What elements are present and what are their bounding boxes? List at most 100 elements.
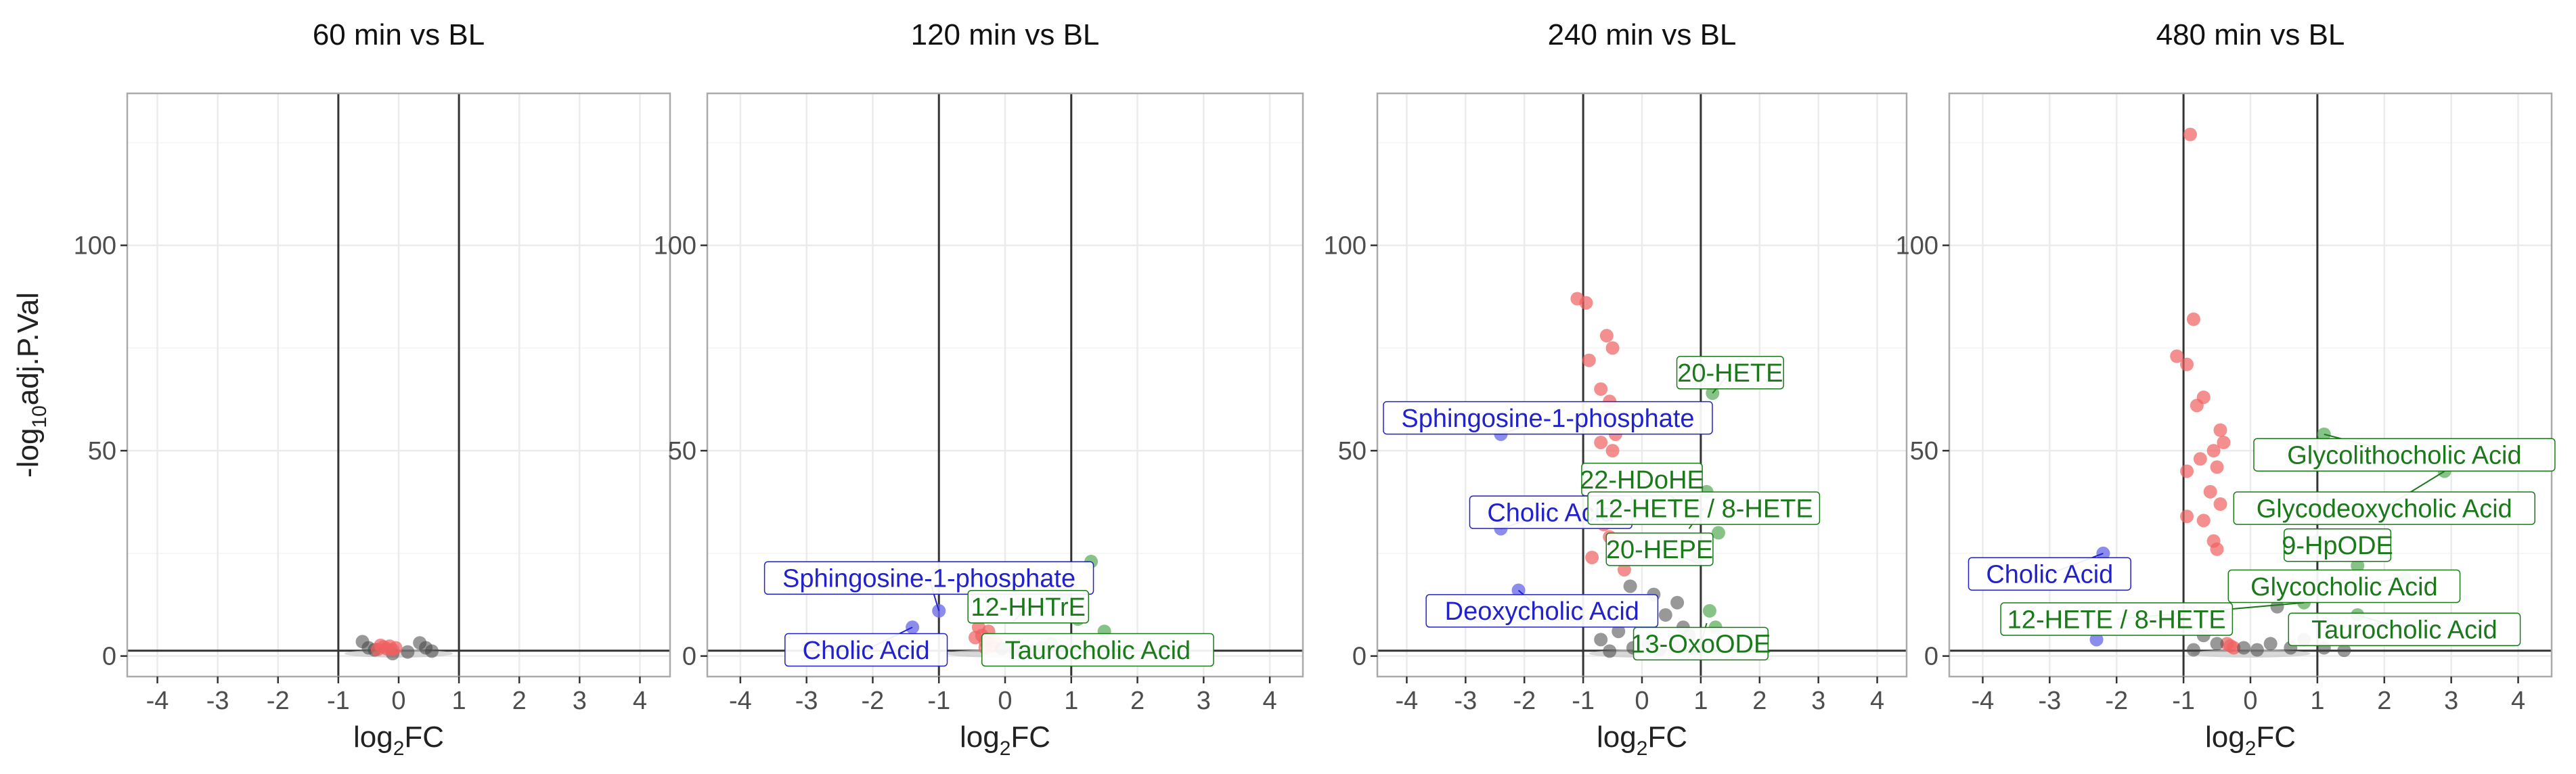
- metabolite-label: 9-HpODE: [2282, 532, 2393, 560]
- data-point: [1579, 296, 1593, 310]
- x-axis-title: log2FC: [2205, 721, 2296, 760]
- metabolite-label: 12-HETE / 8-HETE: [1595, 495, 1813, 523]
- label-box: [1633, 627, 1769, 661]
- y-tick-label: 50: [668, 437, 696, 465]
- x-tick-label: 3: [2444, 687, 2458, 715]
- data-point: [2351, 559, 2365, 573]
- label-box: [981, 633, 1214, 667]
- x-tick-label: 1: [1693, 687, 1708, 715]
- metabolite-label: Cholic Acid: [803, 637, 930, 665]
- x-tick-label: -3: [1454, 687, 1477, 715]
- x-tick-label: -2: [1513, 687, 1536, 715]
- x-tick-label: -3: [2038, 687, 2061, 715]
- panel-title: 240 min vs BL: [1548, 18, 1737, 51]
- data-point: [1594, 382, 1608, 396]
- y-tick-label: 100: [74, 232, 116, 260]
- data-point: [1603, 644, 1617, 658]
- x-tick-label: 4: [1870, 687, 1884, 715]
- x-tick-label: -1: [927, 687, 950, 715]
- data-point: [2180, 509, 2194, 524]
- metabolite-label: 12-HHTrE: [971, 593, 1086, 622]
- data-point: [1658, 608, 1672, 622]
- metabolite-label: Deoxycholic Acid: [1445, 597, 1639, 626]
- label-box: [1587, 491, 1821, 525]
- metabolite-label: Cholic Acid: [1986, 561, 2113, 589]
- x-tick-label: -3: [206, 687, 229, 715]
- x-tick-label: -4: [1396, 687, 1419, 715]
- metabolite-label: 20-HEPE: [1606, 536, 1713, 564]
- y-tick-label: 100: [1896, 232, 1938, 260]
- x-tick-label: -4: [729, 687, 752, 715]
- x-axis-title: log2FC: [960, 721, 1050, 760]
- x-tick-label: -4: [1972, 687, 1995, 715]
- x-tick-label: 0: [391, 687, 405, 715]
- y-tick-label: 50: [88, 437, 116, 465]
- x-tick-label: 0: [2243, 687, 2257, 715]
- x-tick-label: 2: [1130, 687, 1145, 715]
- label-box: [2288, 612, 2521, 646]
- panel-title: 120 min vs BL: [911, 18, 1100, 51]
- data-point: [969, 631, 982, 645]
- data-point: [2186, 312, 2200, 326]
- data-point: [2217, 435, 2231, 449]
- data-point: [1605, 341, 1620, 355]
- x-tick-label: 1: [2310, 687, 2324, 715]
- label-box: [2000, 602, 2234, 636]
- data-point: [2196, 514, 2211, 528]
- metabolite-label: Glycocholic Acid: [2250, 573, 2438, 601]
- x-tick-label: -2: [2105, 687, 2128, 715]
- data-point: [2270, 599, 2284, 614]
- x-axis-title: log2FC: [353, 721, 444, 760]
- y-tick-label: 100: [1324, 232, 1367, 260]
- metabolite-label: 12-HETE / 8-HETE: [2007, 606, 2226, 634]
- label-box: [2253, 438, 2556, 472]
- x-tick-label: 2: [2377, 687, 2391, 715]
- x-tick-label: 4: [1263, 687, 1277, 715]
- metabolite-label: Sphingosine-1-phosphate: [782, 565, 1075, 593]
- x-tick-label: 1: [1064, 687, 1078, 715]
- data-point: [1702, 604, 1716, 618]
- data-point: [2237, 641, 2251, 655]
- metabolite-label: 13-OxoODE: [1630, 631, 1771, 659]
- data-point: [401, 645, 415, 659]
- label-box: [1676, 356, 1784, 390]
- data-point: [2183, 127, 2197, 141]
- label-box: [1425, 594, 1659, 628]
- x-tick-label: 0: [998, 687, 1012, 715]
- label-box: [1383, 401, 1713, 435]
- x-tick-label: 1: [452, 687, 466, 715]
- data-point: [2210, 637, 2224, 651]
- y-tick-label: 0: [102, 643, 116, 671]
- x-tick-label: 2: [1752, 687, 1767, 715]
- label-box: [784, 633, 948, 667]
- data-point: [388, 641, 403, 655]
- panel-4: -4 -3 -2 -1 0 1 2 3 4 0 50 100 480 min vs BL log2FC Gl…: [1896, 18, 2556, 760]
- data-point: [2263, 637, 2278, 651]
- y-axis-title: -log10adj.P.Val: [12, 292, 51, 478]
- metabolite-label: Sphingosine-1-phosphate: [1401, 405, 1694, 433]
- data-point: [2213, 497, 2227, 511]
- data-point: [2203, 484, 2217, 499]
- panel-title: 60 min vs BL: [313, 18, 485, 51]
- x-axis-title: log2FC: [1597, 721, 1687, 760]
- x-tick-label: -3: [795, 687, 818, 715]
- data-point: [2210, 460, 2224, 474]
- label-box: [967, 590, 1090, 624]
- data-point: [1605, 444, 1620, 458]
- y-tick-label: 100: [654, 232, 696, 260]
- data-point: [2089, 633, 2104, 647]
- label-box: [2233, 491, 2535, 525]
- data-point: [1599, 329, 1614, 343]
- data-point: [1585, 550, 1599, 564]
- label-box: [763, 561, 1094, 595]
- y-tick-label: 0: [1924, 643, 1938, 671]
- x-tick-label: 4: [2511, 687, 2525, 715]
- x-tick-label: -1: [2172, 687, 2195, 715]
- panel-3: -4 -3 -2 -1 0 1 2 3 4 0 50 100 240 min vs BL log2FC 20…: [1324, 18, 1908, 760]
- data-point: [2193, 452, 2207, 466]
- x-tick-label: -1: [327, 687, 350, 715]
- data-point: [2250, 643, 2264, 657]
- x-tick-label: 3: [573, 687, 587, 715]
- metabolite-label: Glycodeoxycholic Acid: [2257, 495, 2512, 523]
